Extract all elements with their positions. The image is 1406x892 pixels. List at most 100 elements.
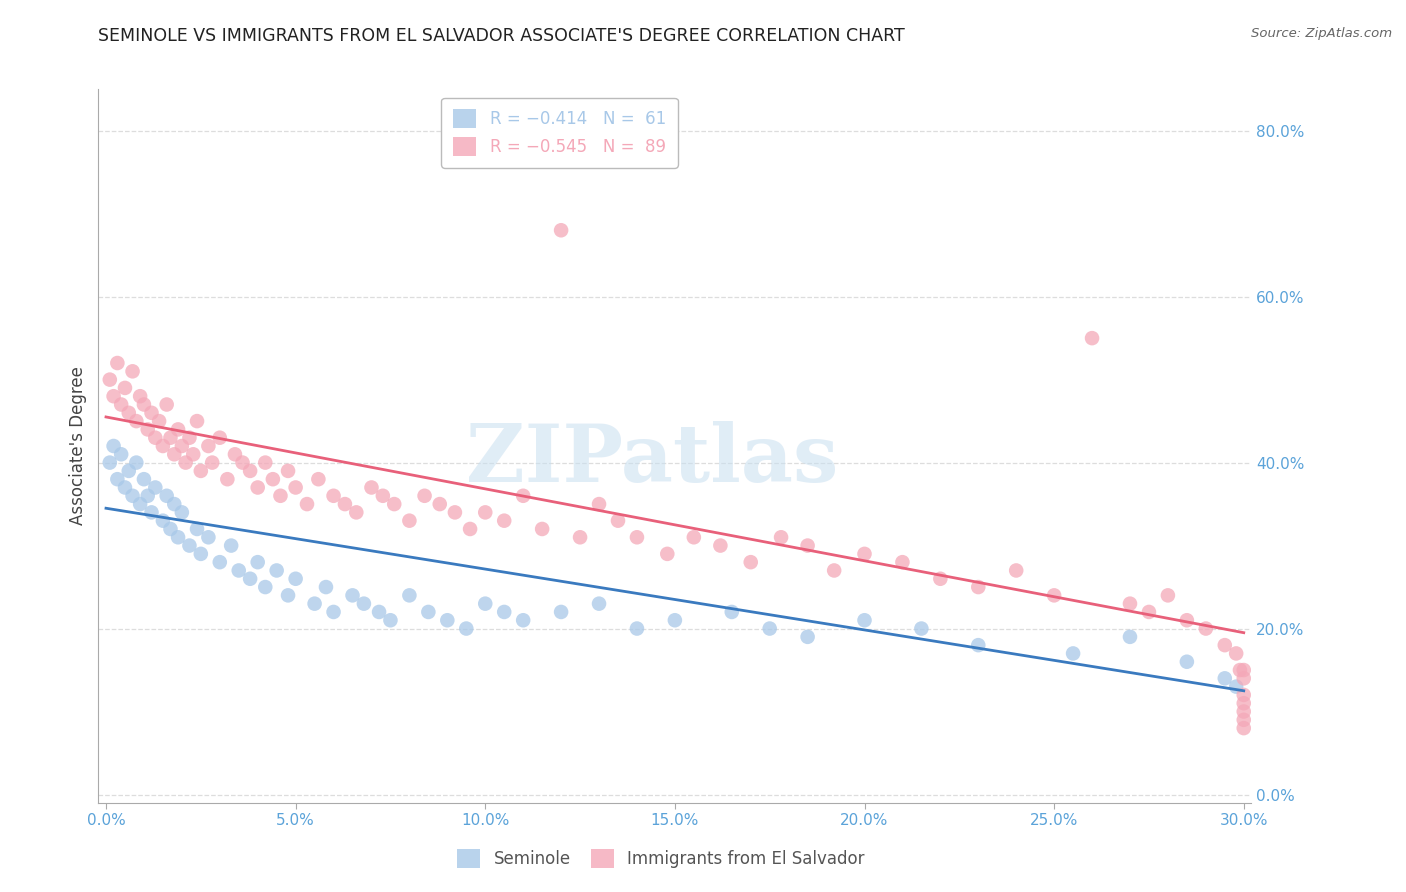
Point xyxy=(208,431,231,445)
Point xyxy=(1233,713,1256,727)
Point xyxy=(181,447,204,461)
Point xyxy=(110,447,132,461)
Point xyxy=(398,514,420,528)
Legend: Seminole, Immigrants from El Salvador: Seminole, Immigrants from El Salvador xyxy=(450,842,872,875)
Point xyxy=(148,414,170,428)
Point xyxy=(967,580,990,594)
Point xyxy=(246,555,269,569)
Point xyxy=(1225,680,1247,694)
Point xyxy=(588,497,610,511)
Point xyxy=(121,489,143,503)
Point xyxy=(740,555,762,569)
Point xyxy=(224,447,246,461)
Point xyxy=(853,613,876,627)
Point xyxy=(231,456,253,470)
Point xyxy=(315,580,337,594)
Point xyxy=(156,397,179,411)
Point xyxy=(664,613,686,627)
Point xyxy=(474,505,496,519)
Point xyxy=(1233,671,1256,685)
Point xyxy=(322,489,344,503)
Point xyxy=(550,605,572,619)
Point xyxy=(136,422,159,436)
Point xyxy=(136,489,159,503)
Point xyxy=(380,613,402,627)
Point xyxy=(190,547,212,561)
Point xyxy=(1225,647,1247,661)
Point xyxy=(626,530,648,544)
Point xyxy=(98,373,121,387)
Point xyxy=(159,431,181,445)
Point xyxy=(1119,630,1142,644)
Point xyxy=(1119,597,1142,611)
Point xyxy=(167,422,190,436)
Point xyxy=(228,564,250,578)
Point xyxy=(1175,655,1198,669)
Point xyxy=(163,497,186,511)
Point xyxy=(456,622,478,636)
Point xyxy=(208,555,231,569)
Point xyxy=(1229,663,1251,677)
Point xyxy=(1062,647,1084,661)
Point xyxy=(371,489,394,503)
Point xyxy=(531,522,554,536)
Point xyxy=(197,530,219,544)
Point xyxy=(1233,705,1256,719)
Text: ZIPatlas: ZIPatlas xyxy=(465,421,838,500)
Point xyxy=(277,588,299,602)
Point xyxy=(569,530,592,544)
Point xyxy=(307,472,329,486)
Point xyxy=(360,481,382,495)
Point xyxy=(266,564,288,578)
Point xyxy=(110,397,132,411)
Point xyxy=(103,389,125,403)
Point xyxy=(201,456,224,470)
Point xyxy=(1213,638,1236,652)
Point xyxy=(626,622,648,636)
Point xyxy=(118,406,141,420)
Point xyxy=(125,414,148,428)
Y-axis label: Associate's Degree: Associate's Degree xyxy=(69,367,87,525)
Point xyxy=(796,630,818,644)
Point xyxy=(1213,671,1236,685)
Point xyxy=(1081,331,1104,345)
Point xyxy=(170,439,193,453)
Point xyxy=(1157,588,1180,602)
Point xyxy=(1137,605,1160,619)
Point xyxy=(796,539,818,553)
Point xyxy=(1043,588,1066,602)
Point xyxy=(333,497,356,511)
Point xyxy=(121,364,143,378)
Point xyxy=(1195,622,1218,636)
Point xyxy=(322,605,344,619)
Point xyxy=(186,522,208,536)
Point xyxy=(141,505,163,519)
Legend: R = −0.414   N =  61, R = −0.545   N =  89: R = −0.414 N = 61, R = −0.545 N = 89 xyxy=(441,97,678,168)
Point xyxy=(1005,564,1028,578)
Point xyxy=(156,489,179,503)
Point xyxy=(853,547,876,561)
Point xyxy=(254,456,277,470)
Point xyxy=(152,514,174,528)
Point xyxy=(118,464,141,478)
Point xyxy=(720,605,742,619)
Point xyxy=(382,497,405,511)
Point xyxy=(284,572,307,586)
Point xyxy=(429,497,451,511)
Point xyxy=(284,481,307,495)
Point xyxy=(657,547,679,561)
Point xyxy=(929,572,952,586)
Point xyxy=(262,472,284,486)
Point xyxy=(186,414,208,428)
Point xyxy=(246,481,269,495)
Point xyxy=(132,397,155,411)
Point xyxy=(197,439,219,453)
Point xyxy=(758,622,780,636)
Point xyxy=(1233,696,1256,710)
Point xyxy=(179,539,201,553)
Point xyxy=(103,439,125,453)
Point xyxy=(891,555,914,569)
Point xyxy=(114,381,136,395)
Point xyxy=(512,489,534,503)
Point xyxy=(277,464,299,478)
